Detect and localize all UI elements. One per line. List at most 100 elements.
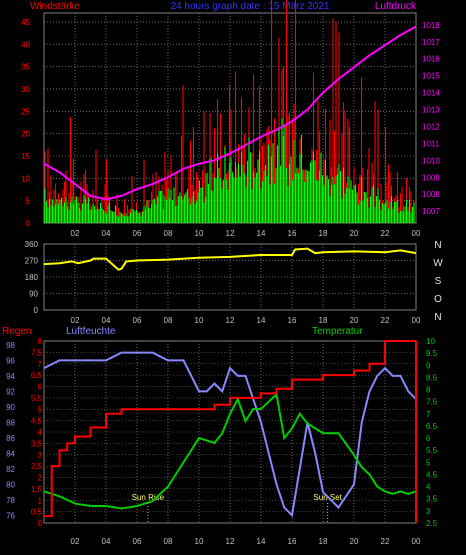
direction-y-tick: 270 (25, 257, 39, 266)
rain-y-tick: 1 (38, 496, 43, 505)
temperature-y-tick: 8 (426, 386, 431, 395)
climate-x-tick: 10 (195, 537, 204, 546)
rain-y-tick: 5 (38, 405, 43, 414)
wind-x-tick: 22 (381, 229, 390, 238)
wind-x-tick: 16 (288, 229, 297, 238)
pressure-y-tick: 1007 (422, 207, 440, 216)
temperature-y-tick: 3 (426, 507, 431, 516)
humidity-y-tick: 86 (6, 434, 15, 443)
temperature-y-tick: 7 (426, 410, 431, 419)
pressure-y-tick: 1014 (422, 89, 440, 98)
climate-x-tick: 06 (133, 537, 142, 546)
temperature-y-tick: 6.5 (426, 422, 438, 431)
wind-x-tick: 20 (350, 229, 359, 238)
direction-y-tick: 360 (25, 240, 39, 249)
wind-x-tick: 04 (102, 229, 111, 238)
wind-axis-title: Windstärke (30, 1, 80, 12)
climate-x-tick: 18 (319, 537, 328, 546)
rain-y-tick: 3.5 (31, 439, 43, 448)
chart-title: 24 hours graph date : 15 März 2021 (171, 1, 330, 12)
temperature-y-tick: 4 (426, 483, 431, 492)
pressure-y-tick: 1015 (422, 72, 440, 81)
compass-label: N (434, 240, 441, 251)
pressure-y-tick: 1009 (422, 173, 440, 182)
temperature-y-tick: 8.5 (426, 373, 438, 382)
compass-label: N (434, 312, 441, 323)
rain-y-tick: 7.5 (31, 348, 43, 357)
wind-x-tick: 18 (319, 229, 328, 238)
direction-x-tick: 08 (164, 316, 173, 325)
direction-x-tick: 02 (71, 316, 80, 325)
wind-y-tick: 15 (21, 152, 30, 161)
pressure-y-tick: 1008 (422, 190, 440, 199)
direction-x-tick: 04 (102, 316, 111, 325)
humidity-y-tick: 78 (6, 496, 15, 505)
direction-x-tick: 14 (257, 316, 266, 325)
pressure-y-tick: 1017 (422, 38, 440, 47)
humidity-y-tick: 84 (6, 449, 15, 458)
rain-y-tick: 0.5 (31, 508, 43, 517)
temperature-y-tick: 4.5 (426, 470, 438, 479)
humidity-line (43, 351, 417, 518)
humidity-y-tick: 96 (6, 356, 15, 365)
pressure-axis-title: Luftdruck (375, 1, 417, 12)
pressure-line (43, 25, 417, 201)
wind-x-tick: 06 (133, 229, 142, 238)
climate-x-tick: 02 (71, 537, 80, 546)
direction-x-tick: 22 (381, 316, 390, 325)
wind-x-tick: 12 (226, 229, 235, 238)
rain-y-tick: 1.5 (31, 485, 43, 494)
direction-x-tick: 16 (288, 316, 297, 325)
climate-x-tick: 20 (350, 537, 359, 546)
wind-x-tick: 00 (412, 229, 421, 238)
humidity-y-tick: 90 (6, 403, 15, 412)
temperature-y-tick: 7.5 (426, 398, 438, 407)
wind-x-tick: 02 (71, 229, 80, 238)
rain-y-tick: 2.5 (31, 462, 43, 471)
rain-y-tick: 4.5 (31, 417, 43, 426)
direction-x-tick: 18 (319, 316, 328, 325)
direction-x-tick: 00 (412, 316, 421, 325)
humidity-y-tick: 76 (6, 511, 15, 520)
rain-y-tick: 8 (38, 337, 43, 346)
pressure-y-tick: 1010 (422, 156, 440, 165)
rain-axis-title: Regen (2, 326, 31, 337)
temperature-line (43, 392, 417, 510)
wind-direction-line (43, 247, 417, 271)
wind-y-tick: 40 (21, 40, 30, 49)
climate-x-tick: 12 (226, 537, 235, 546)
wind-avg-bars (44, 118, 415, 223)
climate-x-tick: 00 (412, 537, 421, 546)
humidity-y-tick: 94 (6, 372, 15, 381)
humidity-y-tick: 80 (6, 480, 15, 489)
compass-label: W (433, 258, 443, 269)
wind-y-tick: 30 (21, 85, 30, 94)
wind-y-tick: 25 (21, 107, 30, 116)
rain-y-tick: 4 (38, 428, 43, 437)
direction-y-tick: 0 (34, 306, 39, 315)
temperature-axis-title: Temperatur (312, 326, 363, 337)
wind-x-tick: 08 (164, 229, 173, 238)
rain-y-tick: 0 (38, 519, 43, 528)
wind-y-tick: 45 (21, 18, 30, 27)
rain-y-tick: 5.5 (31, 394, 43, 403)
rain-y-tick: 6.5 (31, 371, 43, 380)
compass-label: O (434, 294, 442, 305)
pressure-y-tick: 1018 (422, 21, 440, 30)
rain-y-tick: 6 (38, 383, 43, 392)
temperature-y-tick: 10 (426, 337, 435, 346)
pressure-y-tick: 1011 (422, 139, 440, 148)
wind-y-tick: 5 (26, 197, 31, 206)
pressure-y-tick: 1013 (422, 106, 440, 115)
humidity-y-tick: 88 (6, 418, 15, 427)
temperature-y-tick: 6 (426, 434, 431, 443)
wind-y-tick: 20 (21, 130, 30, 139)
climate-x-tick: 08 (164, 537, 173, 546)
pressure-y-tick: 1012 (422, 122, 440, 131)
direction-x-tick: 20 (350, 316, 359, 325)
rain-line (44, 340, 416, 518)
temperature-y-tick: 9 (426, 361, 431, 370)
direction-y-tick: 90 (29, 290, 38, 299)
